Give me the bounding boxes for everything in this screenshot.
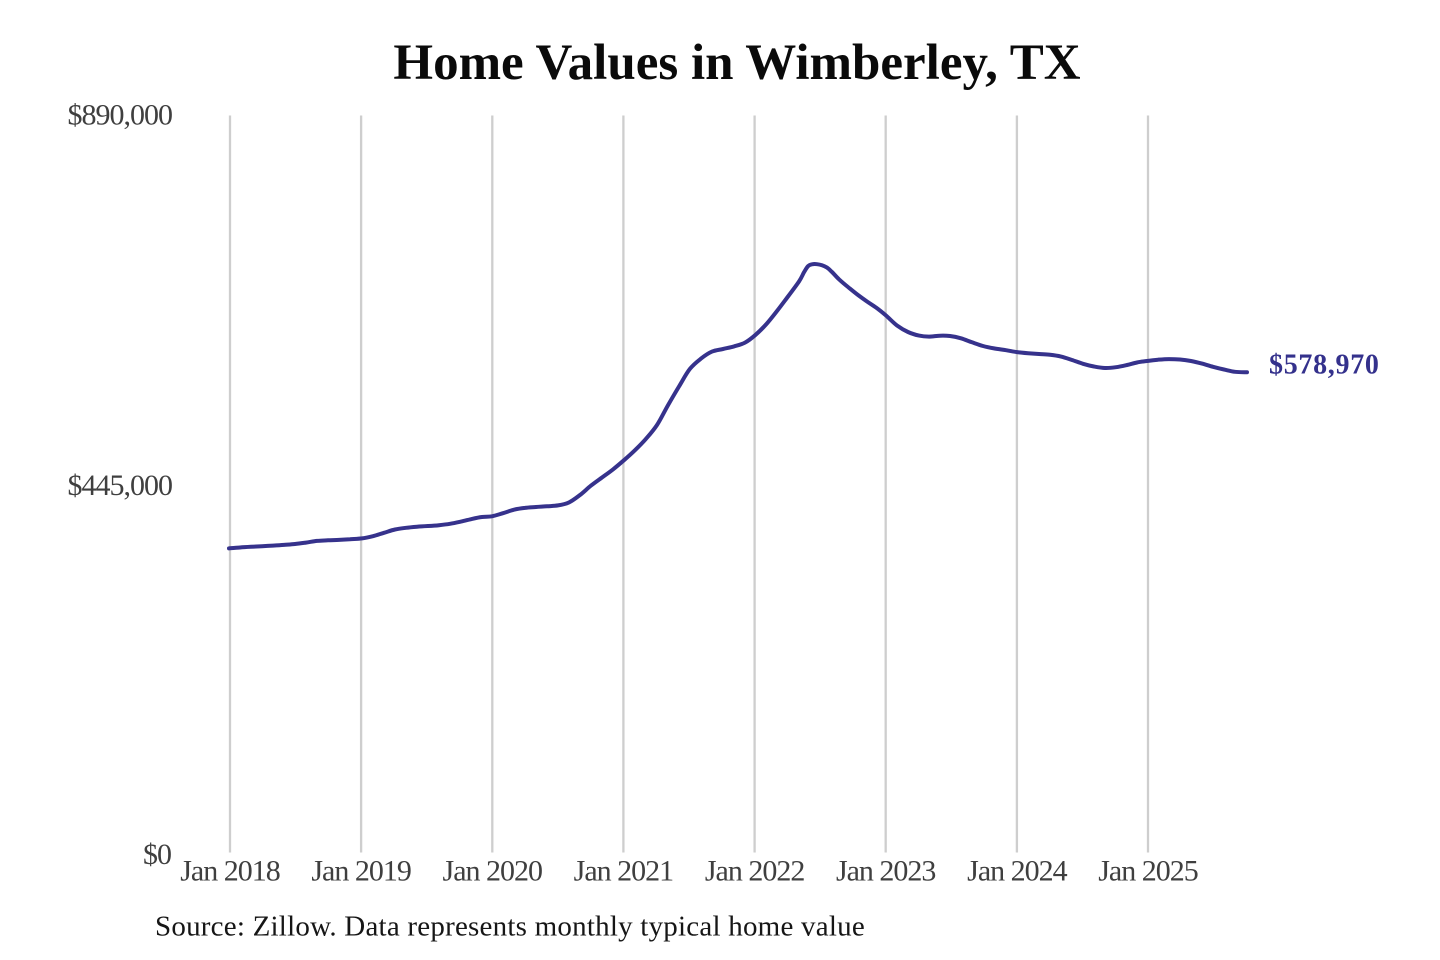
svg-text:$890,000: $890,000 [68,99,173,132]
svg-text:Jan 2021: Jan 2021 [574,855,674,888]
svg-text:Jan 2018: Jan 2018 [180,855,280,888]
svg-text:Jan 2024: Jan 2024 [967,855,1067,888]
svg-text:Jan 2019: Jan 2019 [311,855,411,888]
svg-text:Jan 2020: Jan 2020 [443,855,543,888]
svg-text:Home Values in Wimberley, TX: Home Values in Wimberley, TX [393,35,1080,91]
svg-text:$445,000: $445,000 [68,469,173,502]
svg-text:$0: $0 [143,838,171,871]
svg-text:Jan 2023: Jan 2023 [836,855,936,888]
svg-text:Jan 2025: Jan 2025 [1098,855,1198,888]
svg-text:Jan 2022: Jan 2022 [705,855,805,888]
svg-text:Source: Zillow. Data represent: Source: Zillow. Data represents monthly … [155,911,865,943]
svg-text:$578,970: $578,970 [1269,350,1380,381]
